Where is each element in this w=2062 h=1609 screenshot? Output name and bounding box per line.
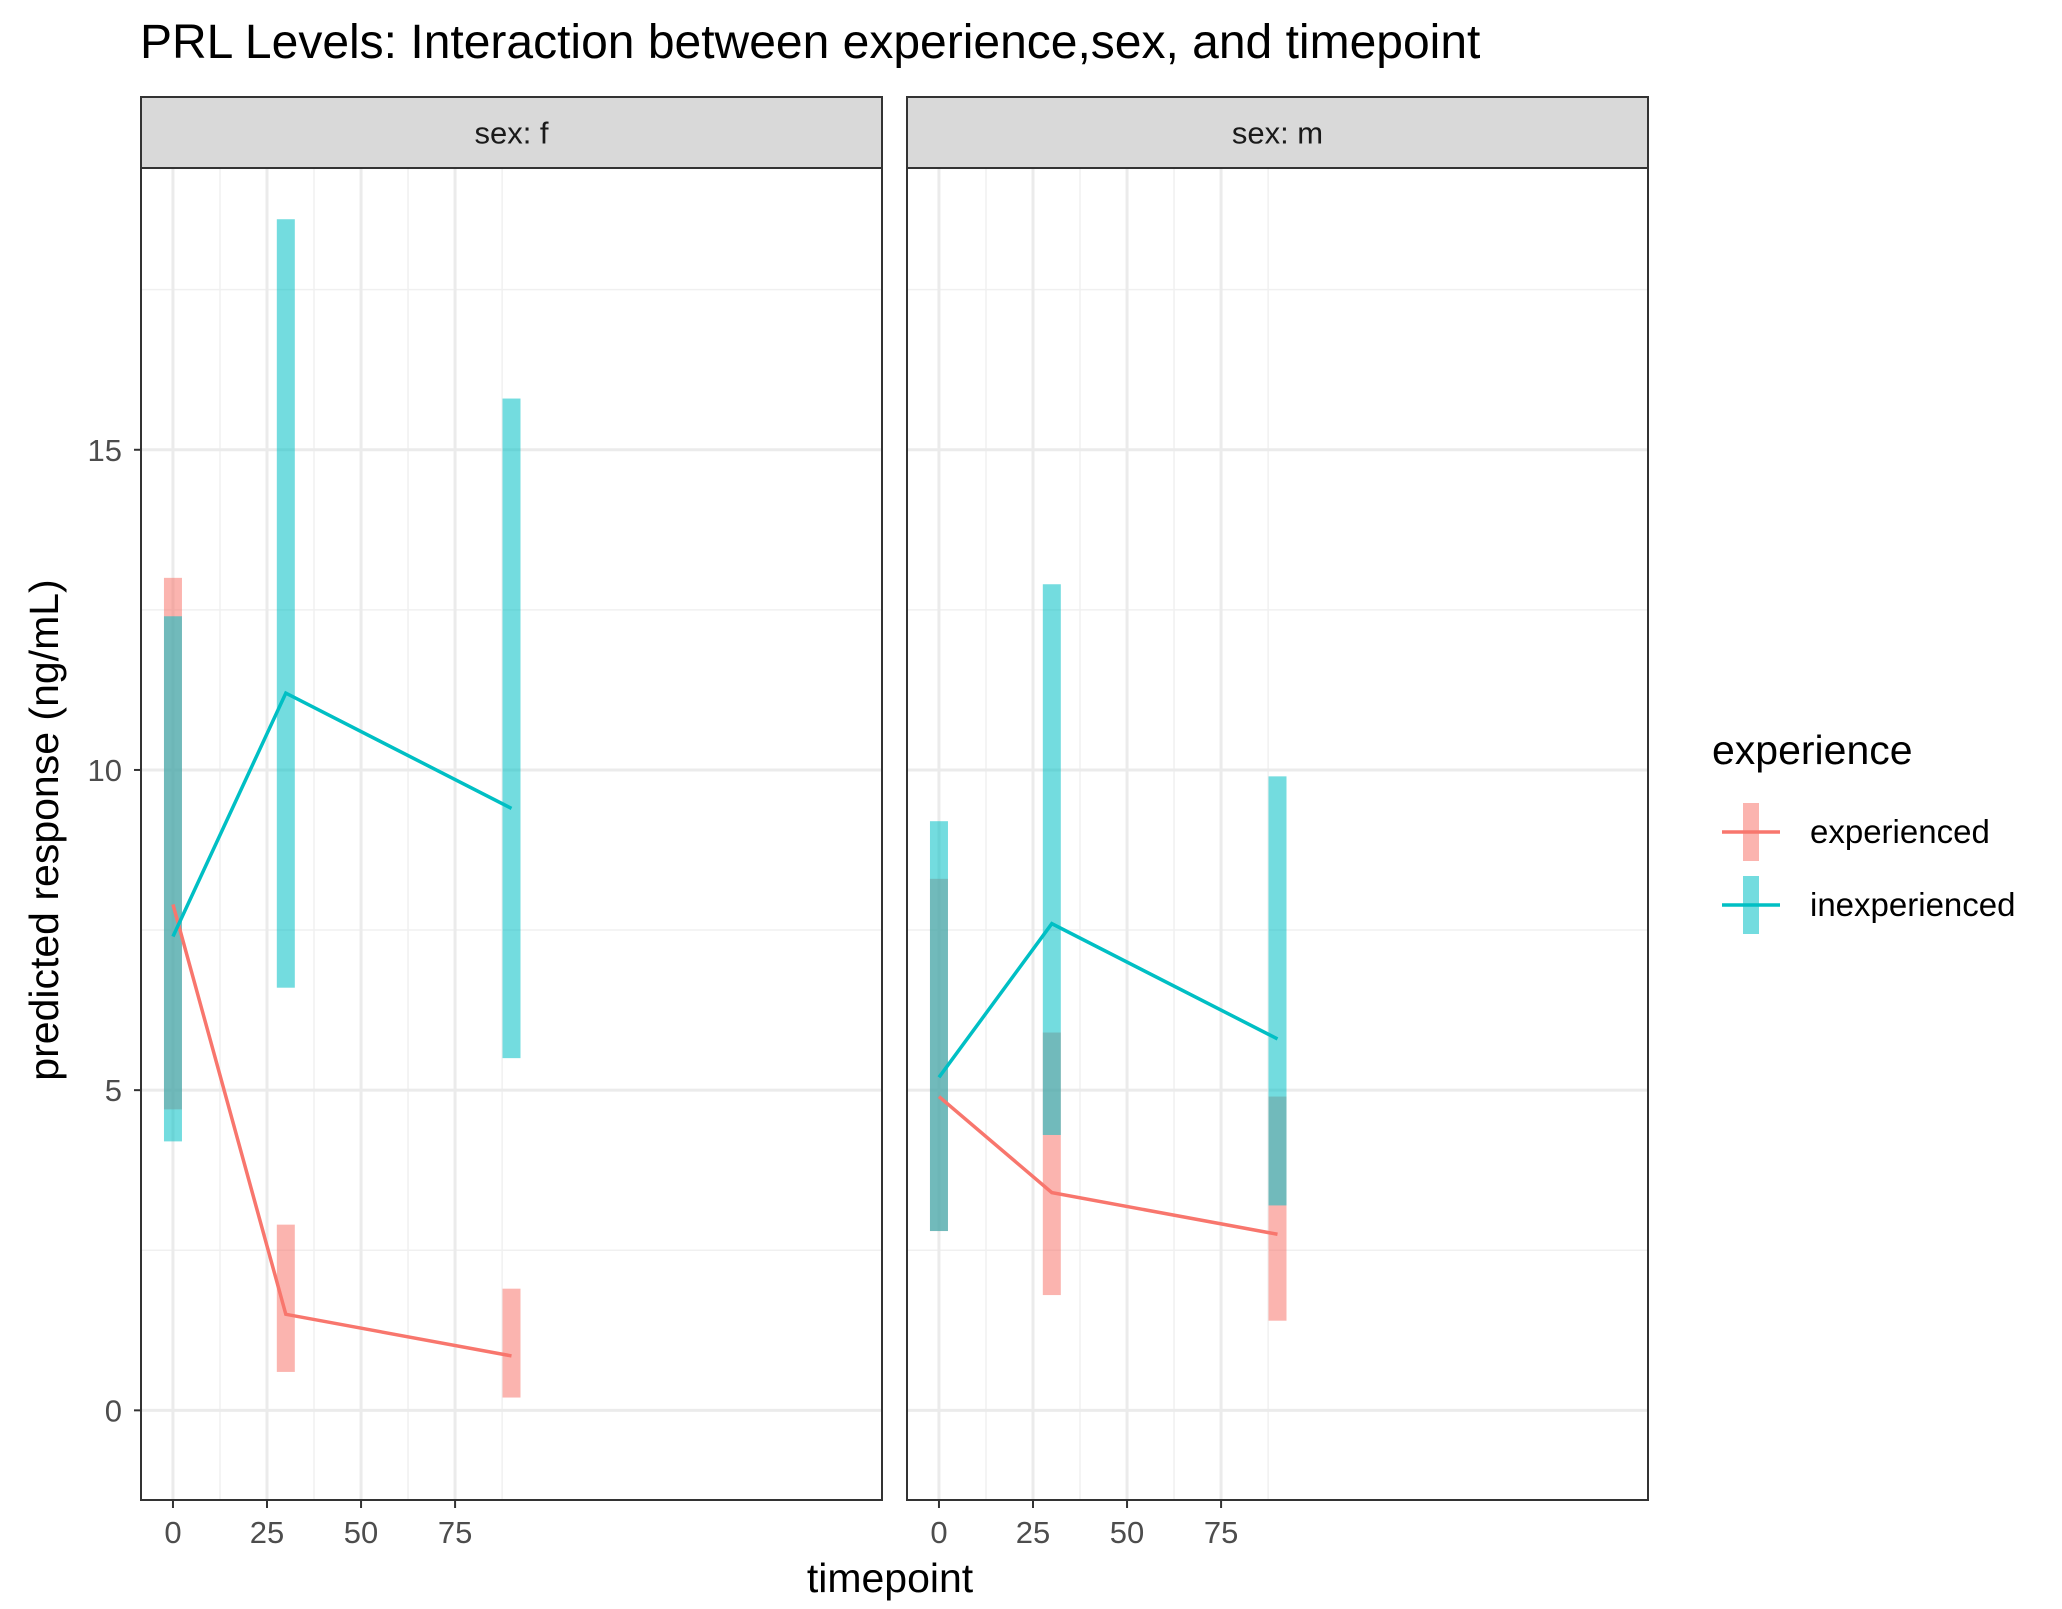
panel-border — [140, 167, 883, 1501]
facet-strip — [906, 96, 1649, 169]
facet-panel: sex: f 0 25 50 75 — [140, 96, 883, 1550]
legend-key: inexperienced — [1722, 876, 2015, 934]
legend-title: experience — [1712, 727, 1913, 773]
x-tick-label: 75 — [1204, 1515, 1238, 1550]
x-axis-label: timepoint — [807, 1555, 974, 1601]
facet-panels: sex: f 0 25 50 75 sex: m 0 25 50 75 — [140, 96, 1649, 1550]
x-tick-label: 50 — [1110, 1515, 1144, 1550]
x-tick-label: 25 — [250, 1515, 284, 1550]
error-bar — [276, 219, 295, 988]
error-bar — [502, 1288, 521, 1398]
chart-title: PRL Levels: Interaction between experien… — [140, 16, 1480, 69]
facet-strip-label: sex: m — [1232, 116, 1323, 151]
facet-strip-label: sex: f — [474, 116, 548, 151]
y-tick-label: 10 — [88, 753, 122, 788]
error-bar — [1268, 776, 1287, 1206]
error-bar — [276, 1224, 295, 1372]
y-axis-label: predicted response (ng/mL) — [21, 579, 67, 1080]
x-tick-label: 0 — [164, 1515, 181, 1550]
legend-keys: experienced inexperienced — [1722, 803, 2015, 934]
legend: experience experienced inexperienced — [1712, 727, 2015, 934]
panel-border — [906, 167, 1649, 1501]
legend-label: inexperienced — [1810, 886, 2015, 923]
y-tick-label: 5 — [105, 1073, 122, 1108]
error-bar — [929, 821, 948, 1232]
facet-panel: sex: m 0 25 50 75 — [906, 96, 1649, 1550]
y-tick-label: 0 — [105, 1393, 122, 1428]
facet-strip — [140, 96, 883, 169]
legend-key: experienced — [1722, 803, 1990, 861]
x-tick-label: 0 — [930, 1515, 947, 1550]
x-tick-label: 50 — [344, 1515, 378, 1550]
series-line — [937, 921, 1279, 1079]
legend-label: experienced — [1810, 813, 1990, 850]
series-line — [171, 690, 513, 938]
y-tick-label: 15 — [88, 433, 122, 468]
error-bar — [1042, 584, 1061, 1135]
series-line — [171, 903, 512, 1358]
x-tick-label: 75 — [438, 1515, 472, 1550]
error-bar — [163, 616, 182, 1142]
error-bar — [502, 398, 521, 1059]
x-tick-label: 25 — [1016, 1515, 1050, 1550]
series-line — [937, 1095, 1278, 1236]
